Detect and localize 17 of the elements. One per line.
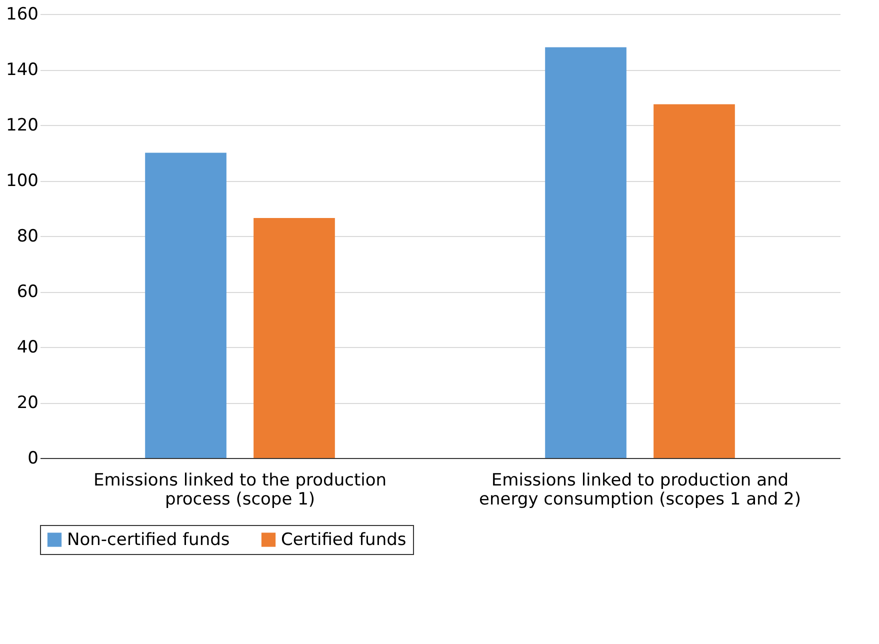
y-tick-label: 160 xyxy=(6,4,38,24)
x-tick-label: Emissions linked to the production process (scope 1) xyxy=(93,470,387,510)
y-tick-label: 80 xyxy=(16,226,38,246)
y-tick-label: 100 xyxy=(6,171,38,191)
y-tick-label: 60 xyxy=(16,282,38,302)
y-tick-label: 40 xyxy=(16,338,38,358)
y-tick-label: 0 xyxy=(28,448,38,468)
x-tick-label: Emissions linked to production and energy consumption (scopes 1 and 2) xyxy=(479,470,801,510)
y-tick-label: 20 xyxy=(16,393,38,413)
y-tick-label: 120 xyxy=(6,116,38,136)
bar xyxy=(254,218,335,458)
bar xyxy=(654,104,735,458)
legend-label: Non-certified funds xyxy=(67,530,230,550)
bar xyxy=(545,47,626,458)
y-tick-label: 140 xyxy=(6,60,38,80)
legend-label: Certified funds xyxy=(281,530,406,550)
bar xyxy=(145,152,226,458)
